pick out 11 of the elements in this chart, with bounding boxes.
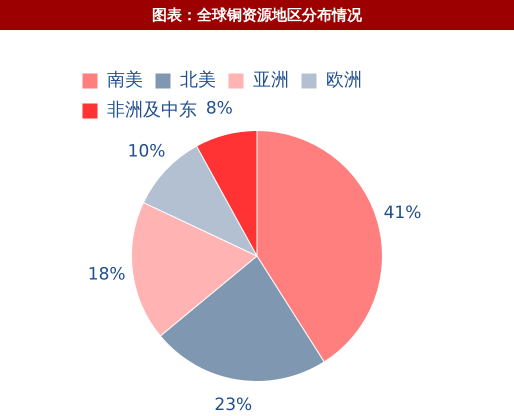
legend-label: 北美 — [180, 70, 216, 91]
data-label: 10% — [128, 142, 166, 162]
chart-title: 图表：全球铜资源地区分布情况 — [0, 0, 514, 30]
legend-label: 非洲及中东 — [107, 100, 197, 121]
data-label: 18% — [88, 264, 126, 284]
data-label: 41% — [384, 203, 422, 224]
data-label: 8% — [206, 98, 233, 119]
legend-label: 欧洲 — [326, 70, 362, 91]
data-label: 23% — [214, 395, 252, 416]
legend-label: 亚洲 — [253, 70, 289, 91]
legend-label: 南美 — [107, 70, 143, 91]
